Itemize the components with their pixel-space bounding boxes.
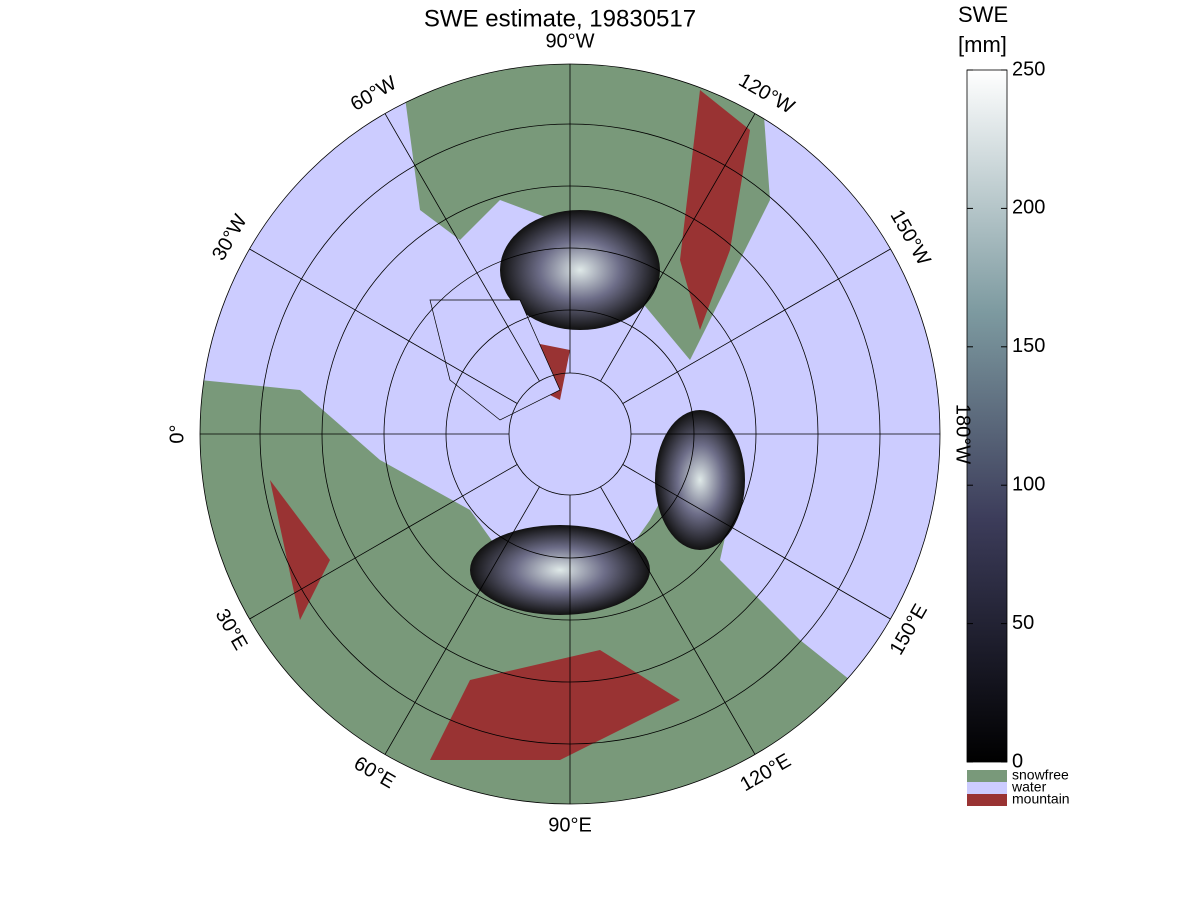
meridian: [622, 464, 891, 620]
meridian: [384, 113, 540, 382]
legend-label: water: [1011, 779, 1047, 795]
colorbar-tick-label: 50: [1012, 612, 1034, 634]
legend-swatch: [967, 782, 1007, 794]
colorbar-tick-label: 200: [1012, 197, 1045, 219]
snow: [500, 210, 660, 330]
land: [400, 64, 770, 360]
longitude-label: 60°E: [350, 752, 399, 793]
legend-swatch: [967, 770, 1007, 782]
snow: [470, 525, 650, 615]
meridian: [622, 248, 891, 404]
meridian: [600, 486, 756, 755]
meridian: [249, 248, 518, 404]
colorbar-label: SWE: [958, 2, 1008, 27]
longitude-label: 180°W: [952, 404, 974, 464]
colorbar-tick-label: 0: [1012, 750, 1023, 772]
colorbar: [966, 69, 1008, 763]
colorbar-tick-label: 250: [1012, 58, 1045, 80]
title: SWE estimate, 19830517: [424, 5, 696, 32]
map: [200, 64, 940, 804]
longitude-label: 90°E: [548, 814, 592, 836]
legend-label: mountain: [1012, 791, 1070, 807]
longitude-label: 90°W: [545, 30, 594, 52]
colorbar-tick-label: 150: [1012, 335, 1045, 357]
legend-label: snowfree: [1012, 767, 1069, 783]
meridian: [384, 486, 540, 755]
colorbar-tick-label: 100: [1012, 473, 1045, 495]
longitude-label: 0°: [166, 424, 188, 443]
mountain: [270, 90, 750, 760]
snow: [655, 410, 745, 550]
meridian: [249, 464, 518, 620]
legend-swatch: [967, 794, 1007, 806]
longitude-label: 30°E: [211, 605, 252, 654]
colorbar-label: [mm]: [958, 32, 1007, 57]
meridian: [600, 113, 756, 382]
